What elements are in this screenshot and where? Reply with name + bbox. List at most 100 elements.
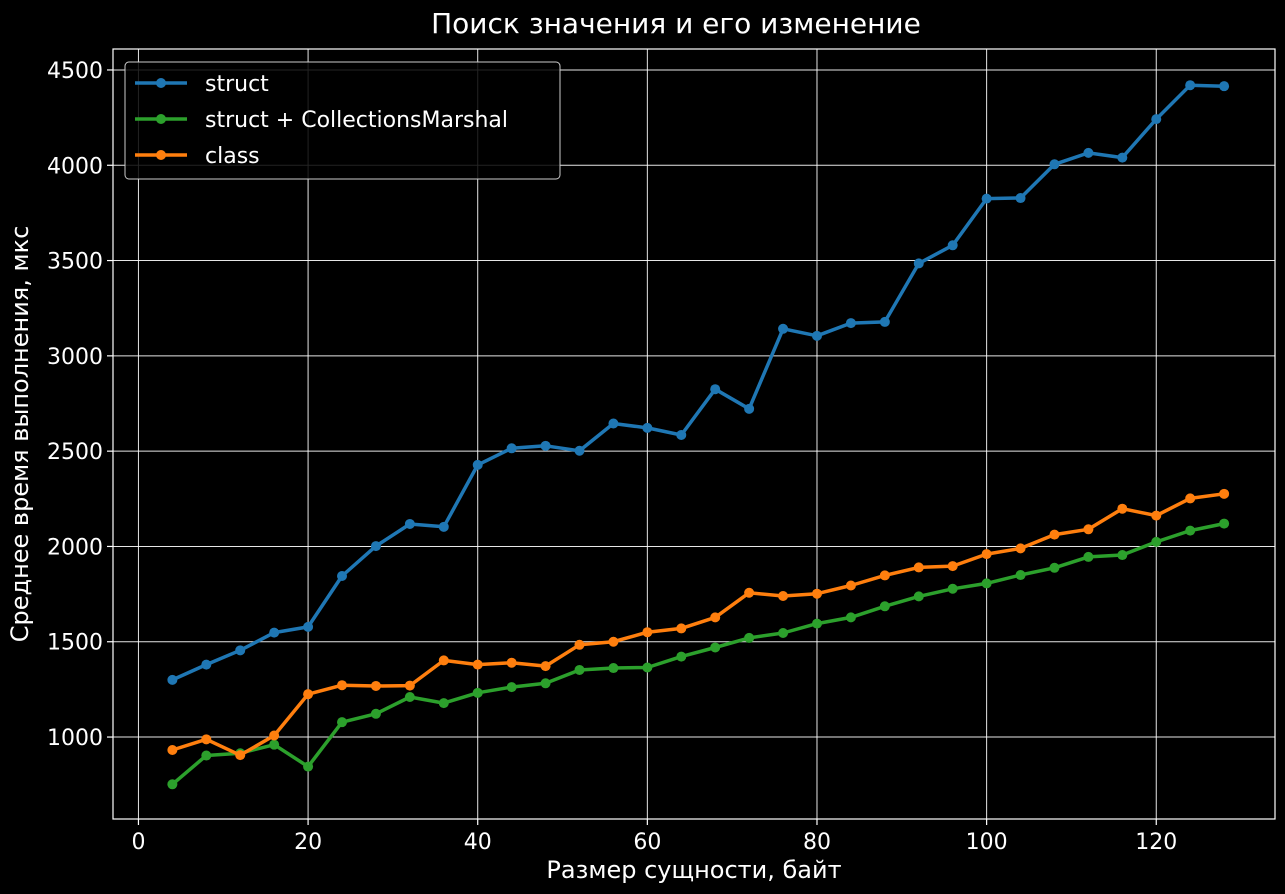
legend-label: struct + CollectionsMarshal: [205, 108, 508, 133]
data-point: [337, 717, 348, 728]
data-point: [303, 689, 314, 700]
data-point: [1151, 536, 1162, 547]
series-1: [167, 80, 1230, 685]
data-point: [947, 583, 958, 594]
data-point: [201, 734, 212, 745]
x-tick-label: 80: [803, 830, 831, 855]
data-point: [879, 601, 890, 612]
x-tick-label: 100: [966, 830, 1008, 855]
data-point: [404, 518, 415, 529]
legend-label: class: [205, 144, 260, 169]
axes-frame: [112, 48, 1276, 820]
data-point: [879, 316, 890, 327]
y-tick-label: 1000: [47, 726, 103, 751]
data-point: [438, 655, 449, 666]
data-point: [947, 561, 958, 572]
series-line: [171, 521, 1225, 786]
data-point: [235, 750, 246, 761]
data-point: [337, 570, 348, 581]
data-point: [778, 627, 789, 638]
data-point: [506, 657, 517, 668]
data-point: [845, 318, 856, 329]
data-point: [778, 591, 789, 602]
data-point: [981, 193, 992, 204]
legend-entry: class: [135, 144, 260, 169]
x-tick-label: 60: [633, 830, 661, 855]
series-layer: [167, 80, 1230, 790]
data-point: [811, 618, 822, 629]
data-point: [744, 403, 755, 414]
x-tick-label: 0: [131, 830, 145, 855]
data-point: [608, 418, 619, 429]
data-point: [710, 384, 721, 395]
data-point: [744, 587, 755, 598]
data-point: [642, 422, 653, 433]
y-axis-ticks: 1000 1500 2000 2500 3000 3500 4000 4500: [47, 59, 113, 751]
legend-marker: [156, 114, 166, 124]
series-3: [167, 488, 1230, 761]
data-point: [1151, 510, 1162, 521]
data-point: [981, 578, 992, 589]
data-point: [608, 636, 619, 647]
series-line: [171, 83, 1225, 682]
data-point: [778, 323, 789, 334]
legend: struct struct + CollectionsMarshal class: [124, 61, 561, 180]
data-point: [438, 698, 449, 709]
x-axis-label: Размер сущности, байт: [546, 856, 841, 884]
data-point: [608, 663, 619, 674]
data-point: [269, 730, 280, 741]
data-point: [744, 632, 755, 643]
data-point: [676, 623, 687, 634]
data-point: [472, 687, 483, 698]
data-point: [303, 761, 314, 772]
data-point: [438, 521, 449, 532]
data-point: [472, 459, 483, 470]
data-point: [303, 621, 314, 632]
data-point: [1219, 488, 1230, 499]
data-point: [1083, 551, 1094, 562]
data-point: [913, 258, 924, 269]
data-point: [201, 659, 212, 670]
series-2: [167, 518, 1230, 790]
x-tick-label: 120: [1135, 830, 1177, 855]
legend-box: [124, 61, 561, 180]
data-point: [167, 674, 178, 685]
data-point: [540, 440, 551, 451]
data-point: [1219, 518, 1230, 529]
data-point: [574, 664, 585, 675]
data-point: [710, 642, 721, 653]
data-point: [574, 445, 585, 456]
data-point: [1117, 503, 1128, 514]
data-point: [472, 659, 483, 670]
legend-marker: [156, 78, 166, 88]
data-point: [337, 680, 348, 691]
data-point: [1049, 562, 1060, 573]
y-tick-label: 4000: [47, 154, 103, 179]
data-point: [642, 627, 653, 638]
data-point: [913, 562, 924, 573]
data-point: [811, 588, 822, 599]
x-tick-label: 40: [464, 830, 492, 855]
data-point: [201, 750, 212, 761]
chart-title: Поиск значения и его изменение: [431, 7, 921, 40]
data-point: [574, 639, 585, 650]
x-axis-ticks: 0 20 40 60 80 100 120: [131, 819, 1177, 855]
data-point: [167, 745, 178, 756]
legend-items: struct struct + CollectionsMarshal class: [135, 72, 508, 169]
data-point: [269, 739, 280, 750]
data-point: [1185, 80, 1196, 91]
data-point: [879, 570, 890, 581]
legend-entry: struct: [135, 72, 269, 97]
data-point: [506, 443, 517, 454]
legend-label: struct: [205, 72, 269, 97]
data-point: [1015, 570, 1026, 581]
data-point: [1151, 114, 1162, 125]
data-point: [167, 779, 178, 790]
data-point: [370, 708, 381, 719]
data-point: [1117, 152, 1128, 163]
y-tick-label: 1500: [47, 631, 103, 656]
data-point: [540, 678, 551, 689]
legend-entry: struct + CollectionsMarshal: [135, 108, 508, 133]
series-line: [171, 492, 1225, 757]
